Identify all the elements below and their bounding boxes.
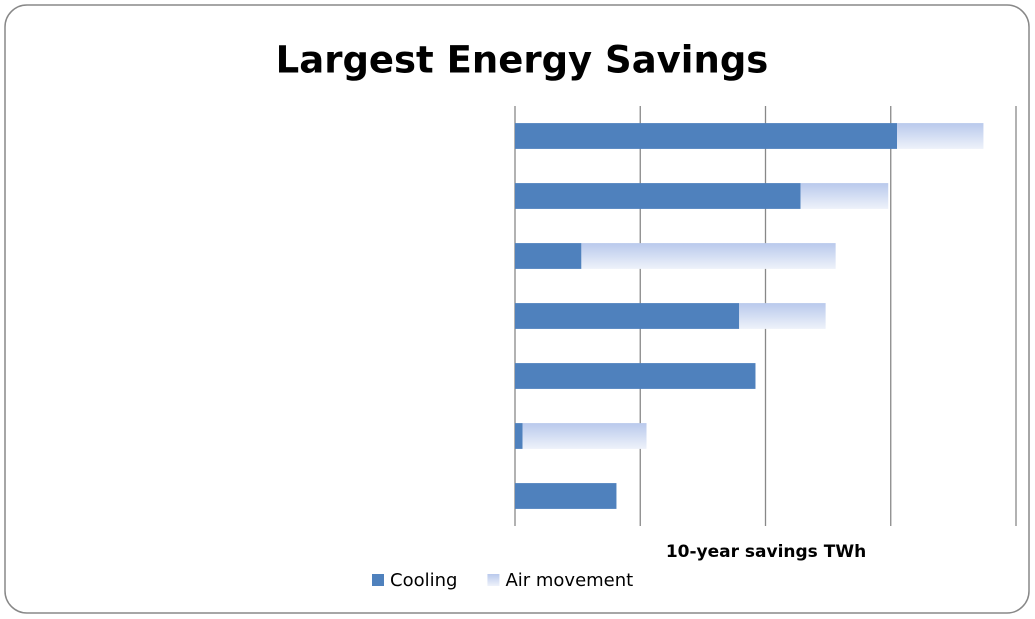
bar-segment [522,423,647,449]
chart-title: Largest Energy Savings [276,39,769,82]
bar-segment [800,183,889,209]
bar-segment [515,483,617,509]
bar-segment [897,123,984,149]
bar-segment [515,183,801,209]
bar-segment [515,303,740,329]
legend-swatch [372,574,384,586]
bar-segment [739,303,826,329]
legend-label: Cooling [390,570,457,591]
bar-segment [515,363,756,389]
bar-segment [515,123,898,149]
x-axis-title: 10-year savings TWh [666,542,866,562]
legend-swatch [487,574,500,586]
bar-segment [581,243,836,269]
legend-label: Air movement [505,570,633,591]
bar-segment [515,243,582,269]
bar-segment [515,423,523,449]
